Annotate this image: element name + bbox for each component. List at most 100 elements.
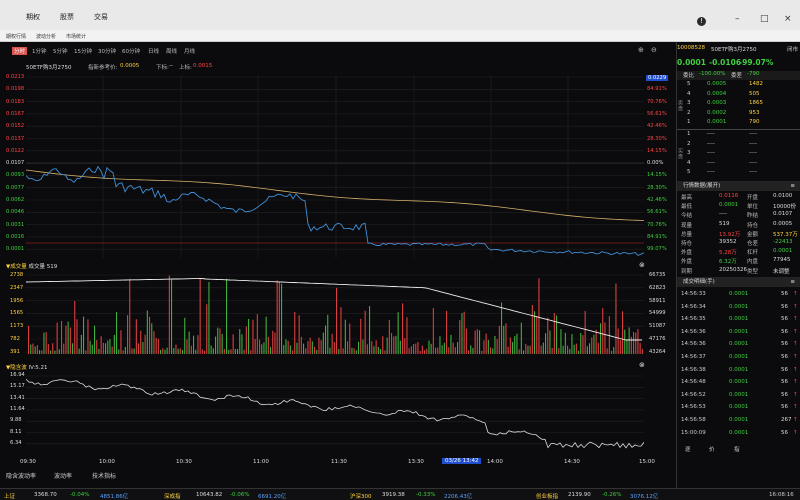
stats-value: 20250326 xyxy=(719,266,747,273)
volume-bar xyxy=(320,340,322,354)
volume-bar xyxy=(289,345,291,354)
zoom-out-icon[interactable]: ⊖ xyxy=(651,46,657,54)
ask-row[interactable]: 5 0.0005 1482 xyxy=(677,81,800,90)
trade-tab-each[interactable]: 逐 xyxy=(685,447,691,453)
period-15m[interactable]: 15分钟 xyxy=(74,49,92,55)
pct-axis-label: 56.61% xyxy=(647,209,667,216)
tab-volatility[interactable]: 波动率 xyxy=(54,473,73,480)
bid-row[interactable]: 1 ---- ---- xyxy=(677,131,800,140)
volume-bar xyxy=(256,314,258,354)
volume-bar xyxy=(109,339,111,354)
maximize-icon[interactable]: □ xyxy=(760,14,769,24)
volume-bar xyxy=(624,329,626,354)
trade-tab-price[interactable]: 价 xyxy=(709,447,715,453)
trade-direction-icon: ↑ xyxy=(793,366,798,373)
volume-bar xyxy=(600,323,602,354)
bid-row[interactable]: 5 ---- ---- xyxy=(677,169,800,178)
volume-bar xyxy=(85,350,87,354)
period-day[interactable]: 日线 xyxy=(148,49,160,55)
down-label: 下标: xyxy=(156,65,169,71)
volume-bar xyxy=(589,343,591,354)
close-icon[interactable]: × xyxy=(784,14,792,24)
ratio-row: 委比 -100.00% 委差 -790 xyxy=(677,71,800,80)
index-name[interactable]: 上证 xyxy=(4,494,16,500)
back-icon[interactable]: ‹ xyxy=(680,45,683,51)
volume-axis-label: 2738 xyxy=(10,272,24,278)
volume-bar xyxy=(560,329,562,354)
time-axis-label: 11:30 xyxy=(331,459,347,465)
minimize-icon[interactable]: – xyxy=(735,14,740,24)
tab-indicators[interactable]: 技术指标 xyxy=(92,473,117,480)
volume-chart xyxy=(26,274,644,354)
stats-label: 外盘 xyxy=(681,250,693,257)
price-axis-label: 0.0016 xyxy=(6,233,25,240)
period-60m[interactable]: 60分钟 xyxy=(122,49,140,55)
volume-bar xyxy=(527,345,529,354)
trades-section-header[interactable]: 成交明细(手) ≡ xyxy=(677,277,800,287)
ask-row[interactable]: 2 0.0002 953 xyxy=(677,110,800,119)
period-week[interactable]: 周线 xyxy=(166,49,178,55)
ask-row[interactable]: 4 0.0004 505 xyxy=(677,91,800,100)
trade-direction-icon: ↑ xyxy=(793,404,798,411)
volume-bar xyxy=(116,312,118,354)
period-30m[interactable]: 30分钟 xyxy=(98,49,116,55)
volume-bar xyxy=(355,350,357,354)
tab-implied-vol[interactable]: 隐含波动率 xyxy=(6,473,37,480)
volume-bar xyxy=(100,336,102,354)
index-name[interactable]: 创业板指 xyxy=(536,494,559,500)
ask-row[interactable]: 1 0.0001 790 xyxy=(677,119,800,128)
pct-axis-label: 70.76% xyxy=(647,221,667,228)
pct-axis-label: 42.46% xyxy=(647,197,667,203)
tab-market-stats[interactable]: 市场统计 xyxy=(66,34,87,40)
bid-row[interactable]: 4 ---- ---- xyxy=(677,160,800,169)
volume-bar xyxy=(399,340,401,354)
bid-volume: ---- xyxy=(749,150,757,156)
price-axis-label: 0.0122 xyxy=(6,147,25,154)
trades-menu-icon[interactable]: ≡ xyxy=(790,279,795,285)
volume-bar xyxy=(340,307,342,354)
index-name[interactable]: 沪深300 xyxy=(350,494,372,500)
period-5m[interactable]: 5分钟 xyxy=(53,49,68,55)
volume-bar xyxy=(217,327,219,354)
bid-row[interactable]: 2 ---- ---- xyxy=(677,141,800,150)
tab-option-quotes[interactable]: 期权行情 xyxy=(6,34,27,40)
ref-price-value: 0.0005 xyxy=(120,63,140,69)
volume-bar xyxy=(386,337,388,354)
period-intraday[interactable]: 分时 xyxy=(12,47,28,55)
index-change: -0.26% xyxy=(602,492,622,498)
iv-axis-label: 11.64 xyxy=(10,405,25,412)
index-name[interactable]: 深成指 xyxy=(164,494,181,500)
trade-tab-index[interactable]: 指 xyxy=(734,447,740,453)
volume-bar xyxy=(452,342,454,354)
volume-bar xyxy=(127,315,129,354)
ask-row[interactable]: 3 0.0003 1865 xyxy=(677,100,800,109)
price-pct: -99.07% xyxy=(739,58,774,67)
volume-bar xyxy=(613,347,615,354)
trade-price: 0.0001 xyxy=(729,316,749,323)
pct-axis-label: 14.15% xyxy=(647,172,667,179)
iv-close-icon[interactable]: ⊗ xyxy=(639,361,645,369)
trade-direction-icon: ↑ xyxy=(793,429,798,436)
menu-trade[interactable]: 交易 xyxy=(94,13,108,21)
menu-options[interactable]: 期权 xyxy=(26,13,40,21)
info-icon[interactable]: ! xyxy=(697,17,706,26)
volume-tab[interactable]: 成交量 xyxy=(10,264,27,270)
trade-direction-icon: ↑ xyxy=(793,303,798,310)
volume-bar xyxy=(342,348,344,354)
menu-icon[interactable]: ≡ xyxy=(790,183,795,189)
tab-volatility-analysis[interactable]: 波动分析 xyxy=(36,34,57,40)
zoom-in-icon[interactable]: ⊕ xyxy=(638,46,644,54)
iv-tab[interactable]: 隐含波 xyxy=(10,365,27,371)
period-month[interactable]: 月线 xyxy=(184,49,196,55)
volume-close-icon[interactable]: ⊗ xyxy=(639,261,645,269)
bid-row[interactable]: 3 ---- ---- xyxy=(677,150,800,159)
stats-section-header[interactable]: 行情数据(展开) ≡ xyxy=(677,181,800,191)
volume-bar xyxy=(628,327,630,354)
stats-label: 类型 xyxy=(747,268,759,275)
menu-stocks[interactable]: 股票 xyxy=(60,13,74,21)
stats-row: 外盘 6.32万 内盘 77945 xyxy=(677,257,800,266)
period-1m[interactable]: 1分钟 xyxy=(32,49,47,55)
volume-bar xyxy=(503,325,505,354)
volume-bar xyxy=(327,314,329,354)
trade-price: 0.0001 xyxy=(729,291,749,297)
